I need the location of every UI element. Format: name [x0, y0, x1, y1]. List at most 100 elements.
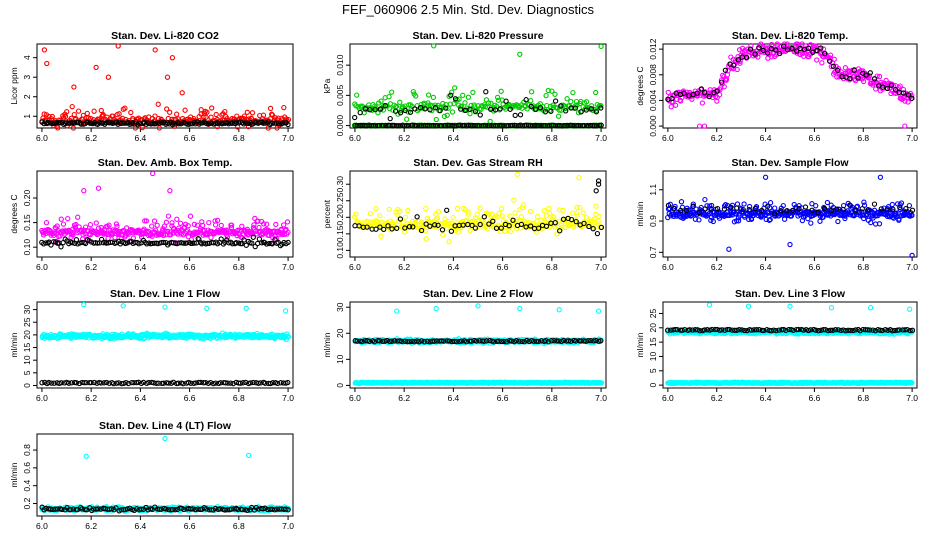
data-point — [827, 52, 834, 58]
y-tick-label: 15 — [648, 337, 658, 347]
data-point — [250, 234, 256, 240]
data-point — [87, 222, 94, 228]
data-point — [884, 85, 891, 92]
data-point — [367, 107, 373, 113]
x-tick-label: 6.6 — [497, 262, 509, 272]
data-point — [454, 205, 461, 212]
data-point — [867, 70, 873, 76]
data-point — [507, 106, 513, 112]
figure-title: FEF_060906 2.5 Min. Std. Dev. Diagnostic… — [342, 2, 594, 17]
panel-4: Stan. Dev. Amb. Box Temp.6.0 6.2 6.4 6.6 6.8… — [9, 157, 294, 272]
data-point — [354, 122, 360, 129]
data-point — [542, 109, 549, 115]
data-point — [182, 107, 188, 113]
data-point — [433, 305, 439, 312]
data-point — [702, 90, 708, 96]
data-point — [534, 214, 541, 220]
y-tick-label: 0.004 — [648, 90, 658, 112]
data-point — [593, 188, 599, 194]
data-point — [243, 242, 249, 248]
data-point — [69, 229, 75, 236]
data-point — [164, 106, 170, 112]
x-tick-label: 6.4 — [447, 393, 459, 403]
x-tick-label: 6.6 — [497, 393, 509, 403]
y-tick-label: 1.1 — [648, 184, 658, 196]
data-point — [817, 218, 823, 224]
y-tick-label: 0.10 — [335, 242, 345, 259]
data-point — [755, 54, 761, 60]
data-point — [75, 108, 82, 114]
data-point — [378, 233, 384, 240]
data-point — [373, 205, 379, 212]
data-point — [160, 239, 167, 246]
x-tick-label: 7.0 — [595, 133, 607, 143]
data-point — [273, 221, 279, 228]
data-point — [285, 239, 291, 246]
series-pressure — [352, 43, 604, 125]
data-point — [352, 214, 358, 220]
data-point — [576, 174, 582, 181]
data-point — [905, 99, 911, 105]
data-point — [284, 219, 291, 225]
data-point — [572, 105, 579, 111]
data-point — [831, 56, 837, 62]
data-point — [805, 45, 812, 51]
data-point — [65, 215, 71, 222]
data-point — [393, 103, 399, 109]
data-point — [499, 213, 505, 219]
data-point — [382, 103, 388, 109]
data-point — [528, 103, 534, 110]
data-point — [520, 202, 526, 208]
data-point — [440, 232, 446, 238]
x-tick-label: 6.6 — [497, 133, 509, 143]
data-point — [152, 47, 158, 53]
y-tick-label: 0.9 — [648, 215, 658, 227]
data-point — [537, 105, 544, 111]
data-point — [580, 210, 587, 216]
x-tick-label: 6.2 — [85, 262, 97, 272]
y-axis-label: ml/min — [635, 332, 645, 357]
data-point — [432, 105, 439, 111]
data-point — [593, 203, 599, 209]
y-tick-label: 3 — [22, 75, 32, 80]
panel-title: Stan. Dev. Amb. Box Temp. — [98, 157, 233, 169]
data-point — [73, 237, 80, 243]
data-point — [681, 90, 687, 96]
data-point — [187, 213, 194, 219]
data-point — [830, 63, 836, 69]
data-point — [113, 221, 120, 227]
data-point — [808, 220, 814, 226]
series-rh — [352, 171, 604, 245]
data-point — [481, 214, 487, 220]
data-point — [98, 107, 104, 114]
data-point — [467, 110, 473, 117]
data-point — [702, 196, 708, 203]
data-point — [397, 99, 403, 105]
y-tick-label: 25 — [648, 308, 658, 318]
data-point — [588, 103, 595, 109]
data-point — [734, 201, 741, 207]
data-point — [514, 171, 521, 177]
data-point — [386, 206, 392, 213]
data-point — [282, 308, 289, 314]
data-point — [198, 240, 204, 246]
data-point — [182, 221, 189, 227]
data-point — [743, 54, 750, 61]
data-point — [897, 83, 903, 89]
data-point — [69, 240, 75, 246]
data-point — [164, 74, 171, 80]
data-point — [412, 106, 418, 112]
data-point — [498, 88, 504, 94]
data-point — [909, 92, 915, 99]
data-point — [866, 73, 873, 79]
x-tick-label: 7.0 — [595, 262, 607, 272]
data-point — [598, 102, 604, 109]
data-point — [352, 114, 358, 121]
data-point — [822, 50, 828, 57]
x-tick-label: 6.2 — [85, 133, 97, 143]
y-axis-label: kPa — [322, 78, 332, 93]
data-point — [402, 107, 408, 114]
data-point — [285, 121, 291, 128]
